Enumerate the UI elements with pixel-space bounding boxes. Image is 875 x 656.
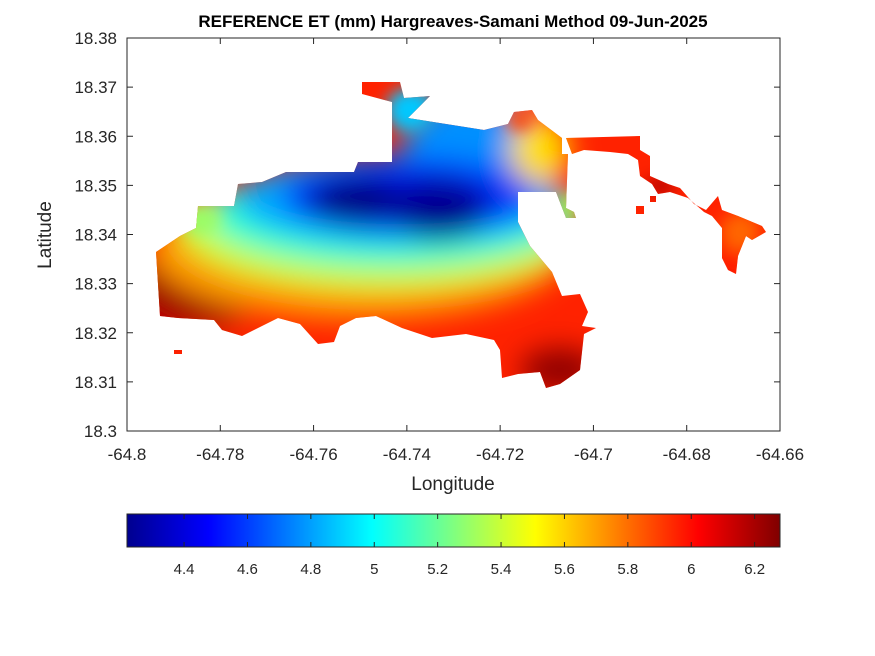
colorbar-tick-labels: 4.4 4.6 4.8 5 5.2 5.4 5.6 5.8 6 6.2 [174, 561, 765, 578]
colorbar-tick-label: 6 [687, 561, 695, 578]
x-tick-label: -64.66 [756, 445, 804, 464]
x-tick-label: -64.76 [289, 445, 337, 464]
y-tick-label: 18.3 [84, 422, 117, 441]
y-tick-label: 18.36 [74, 127, 117, 146]
y-tick-label: 18.35 [74, 176, 117, 195]
y-tick-label: 18.38 [74, 29, 117, 48]
y-axis-label: Latitude [35, 201, 56, 269]
y-tick-label: 18.33 [74, 275, 117, 294]
x-tick-label: -64.72 [476, 445, 524, 464]
x-tick-label: -64.7 [574, 445, 613, 464]
map-title: REFERENCE ET (mm) Hargreaves-Samani Meth… [198, 12, 707, 31]
colorbar [126, 513, 781, 548]
x-axis-label: Longitude [411, 474, 494, 495]
y-tick-label: 18.34 [74, 226, 117, 245]
y-tick-label: 18.32 [74, 324, 117, 343]
colorbar-tick-label: 5 [370, 561, 378, 578]
colorbar-tick-label: 6.2 [744, 561, 765, 578]
x-tick-labels: -64.8 -64.78 -64.76 -64.74 -64.72 -64.7 -64.68… [108, 445, 804, 464]
x-tick-label: -64.68 [663, 445, 711, 464]
x-tick-label: -64.8 [108, 445, 147, 464]
y-tick-labels: 18.3 18.31 18.32 18.33 18.34 18.35 18.36 18.37 1… [74, 29, 117, 441]
colorbar-tick-label: 5.6 [554, 561, 575, 578]
y-tick-label: 18.37 [74, 78, 117, 97]
colorbar-tick-label: 4.4 [174, 561, 195, 578]
axis-ticks [126, 37, 781, 432]
colorbar-tick-label: 4.6 [237, 561, 258, 578]
colorbar-tick-label: 4.8 [300, 561, 321, 578]
colorbar-tick-label: 5.4 [491, 561, 512, 578]
colorbar-tick-label: 5.2 [427, 561, 448, 578]
colorbar-tick-label: 5.8 [617, 561, 638, 578]
colorbar-ticks [183, 514, 756, 547]
y-tick-label: 18.31 [74, 373, 117, 392]
x-tick-label: -64.74 [383, 445, 431, 464]
x-tick-label: -64.78 [196, 445, 244, 464]
